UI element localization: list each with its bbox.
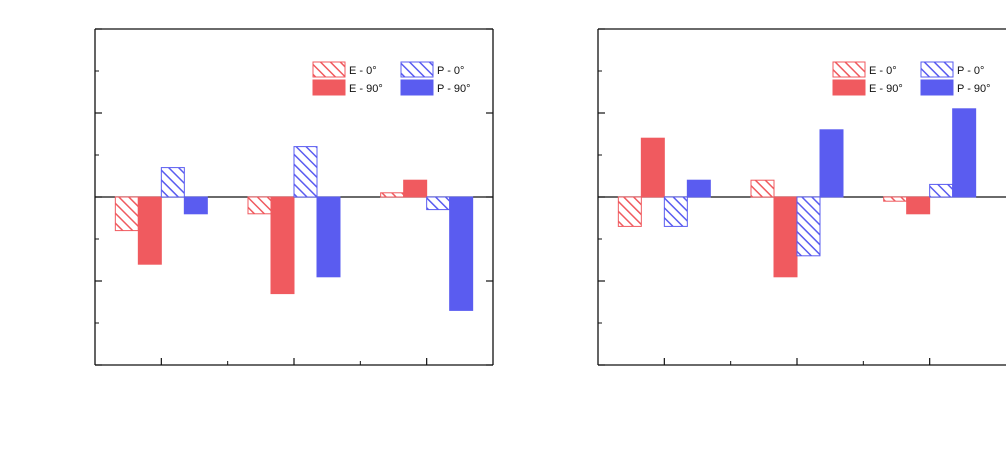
bar-p90 — [183, 196, 208, 215]
bar-e0 — [750, 179, 775, 198]
bar-p0 — [160, 167, 185, 198]
bar-e90 — [403, 179, 428, 198]
legend-label: P - 90° — [437, 83, 471, 95]
legend: E - 0° E - 90° P - 0° P - 90° — [832, 61, 991, 96]
legend-swatch — [400, 79, 434, 96]
legend: E - 0° E - 90° P - 0° P - 90° — [312, 61, 471, 96]
bar-e90 — [640, 137, 665, 198]
bar-e0 — [617, 196, 642, 227]
bar-p0 — [929, 183, 954, 198]
legend-swatch — [400, 61, 434, 78]
bar-e0 — [247, 196, 272, 215]
bar-p0 — [426, 196, 451, 211]
bar-e90 — [270, 196, 295, 295]
bar-e0 — [380, 192, 405, 198]
legend-label: P - 90° — [957, 83, 991, 95]
bar-p0 — [796, 196, 821, 257]
legend-swatch — [312, 61, 346, 78]
legend-swatch — [312, 79, 346, 96]
bar-e90 — [906, 196, 931, 215]
bar-e90 — [773, 196, 798, 278]
bar-p90 — [819, 129, 844, 198]
legend-swatch — [920, 79, 954, 96]
legend-label: E - 0° — [349, 65, 377, 77]
bar-p90 — [316, 196, 341, 278]
bar-e90 — [137, 196, 162, 265]
legend-swatch — [832, 61, 866, 78]
bar-p90 — [449, 196, 474, 311]
legend-label: P - 0° — [957, 65, 984, 77]
bar-p0 — [663, 196, 688, 227]
bar-p90 — [686, 179, 711, 198]
legend-label: E - 90° — [869, 83, 903, 95]
bar-p90 — [952, 108, 977, 198]
panel-stress: E - 0° E - 90° P - 0° P - 90° — [597, 28, 1006, 366]
panel-force: E - 0° E - 90° P - 0° P - 90° — [94, 28, 494, 366]
legend-label: P - 0° — [437, 65, 464, 77]
bar-e0 — [883, 196, 908, 202]
bar-p0 — [293, 146, 318, 198]
legend-swatch — [920, 61, 954, 78]
legend-label: E - 90° — [349, 83, 383, 95]
bar-e0 — [114, 196, 139, 232]
legend-swatch — [832, 79, 866, 96]
legend-label: E - 0° — [869, 65, 897, 77]
